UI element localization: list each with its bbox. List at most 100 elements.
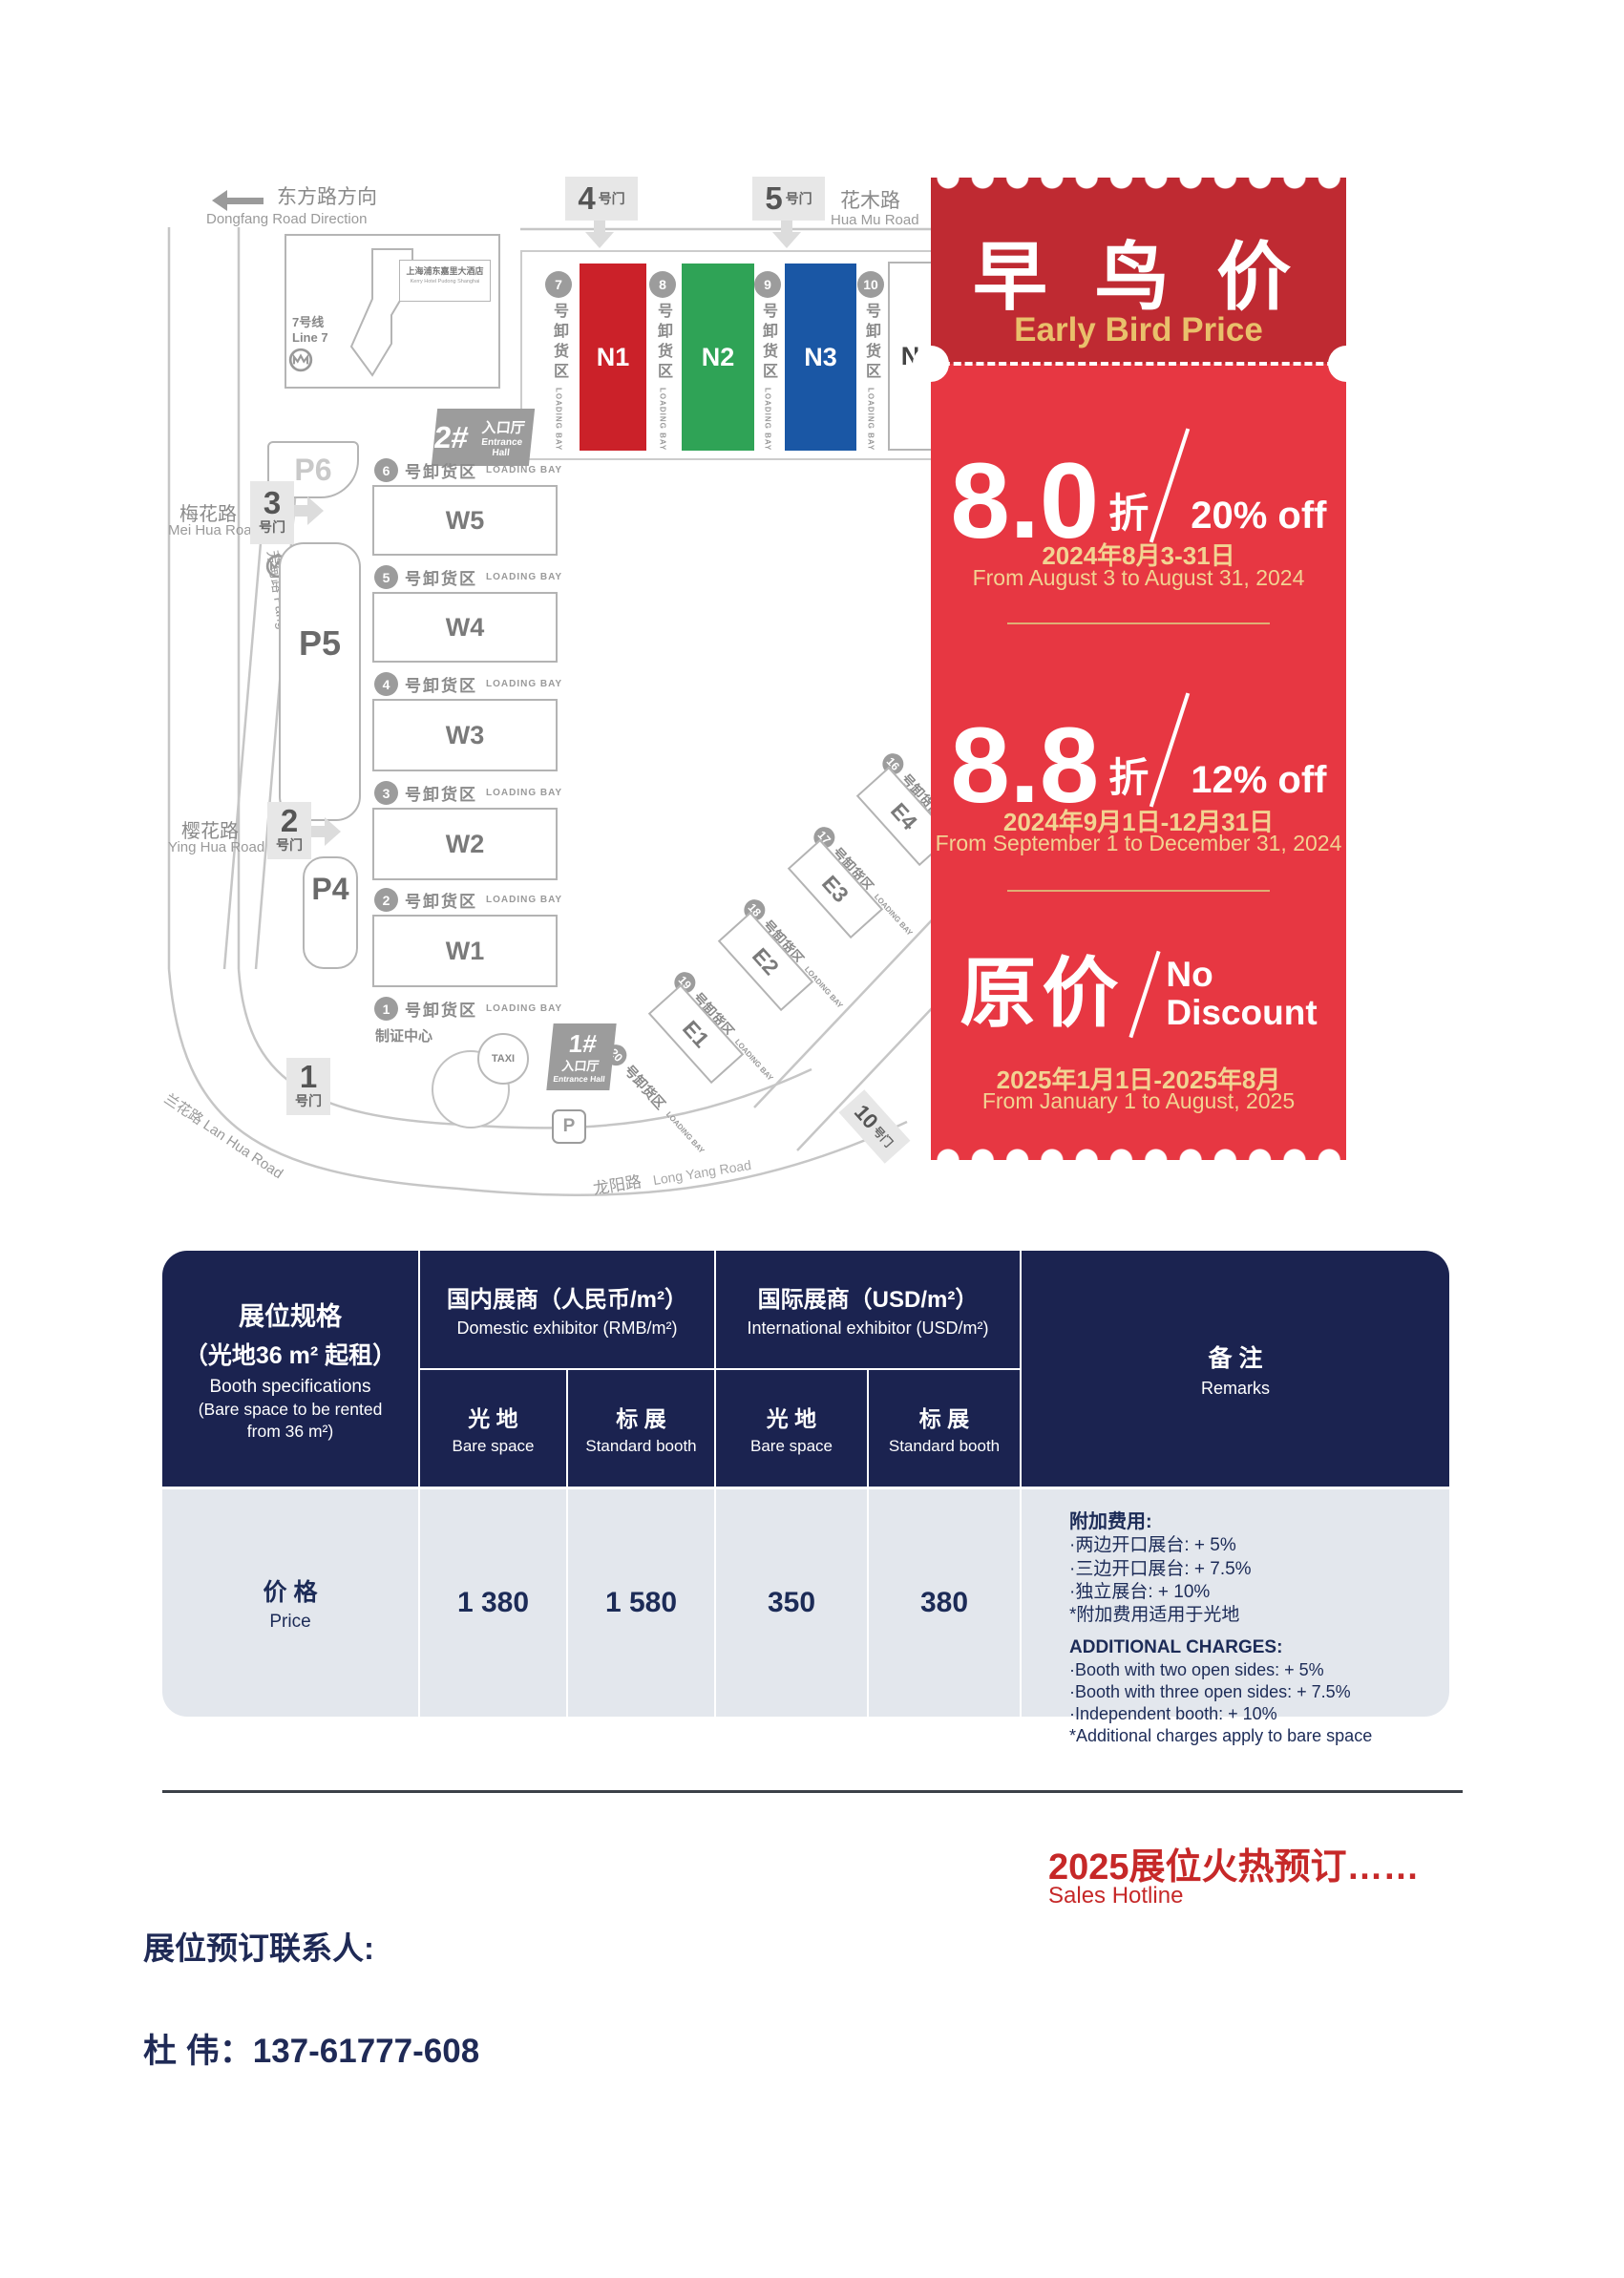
bay-7-en: LOADING BAY [554,388,563,452]
taxi-label: TAXI [491,1053,516,1065]
entrance-1-en: Entrance Hall [552,1073,606,1084]
entrance-1-num: 1# [567,1028,599,1058]
remarks-zh-1: ·两边开口展台: + 5% [1069,1535,1236,1556]
parking-p4: P4 [303,856,358,969]
tier3-off: No Discount [1166,956,1317,1032]
subheader-domestic-bare: 光 地 Bare space [420,1370,566,1487]
tier3-slash [1128,950,1161,1038]
parking-icon: P [552,1109,586,1144]
parking-p5-label: P5 [298,623,342,663]
zhizheng-center-label: 制证中心 [375,1028,433,1044]
loading-bay-2: 2 号卸货区 LOADING BAY [374,888,562,912]
intl-bare-zh: 光 地 [766,1406,817,1431]
bay-2-number: 2 [374,888,398,912]
hall-n2: N2 [682,264,754,451]
hotel-name-zh: 上海浦东嘉里大酒店 [406,266,484,276]
hall-w4: W4 [372,592,558,663]
ticket-title-zh: 早 鸟 价 [972,235,1305,319]
gate-1-num: 1 [299,1059,318,1095]
tier1-discount: 8.0 [950,441,1100,561]
hall-w5: W5 [372,485,558,556]
yinghua-road-zh: 樱花路 [181,821,239,842]
loading-bay-5: 5 号卸货区 LOADING BAY [374,565,562,589]
tier3-off-line2: Discount [1166,993,1318,1032]
bay-3-en: LOADING BAY [486,788,563,798]
gate-2-num: 2 [280,803,299,839]
gate-3-num: 3 [263,485,282,521]
gate-4: 4 号门 [565,177,638,221]
ticket-dashed-divider [931,362,1346,366]
tier2-date-zh: 2024年9月1日-12月31日 [1002,808,1275,836]
bay-8-zh: 号卸货区 [655,303,671,383]
bay-10-zh: 号卸货区 [863,303,879,383]
bay-6-zh: 号卸货区 [405,463,477,481]
hotel-building-icon [349,248,413,377]
bay-4-en: LOADING BAY [486,679,563,689]
value-intl-standard: 380 [869,1489,1020,1717]
specs-zh-1: 展位规格 [239,1302,342,1331]
subheader-intl-standard: 标 展 Standard booth [869,1370,1020,1487]
remarks-zh-3: ·独立展台: + 10% [1069,1581,1211,1602]
value-domestic-bare: 1 380 [420,1489,566,1717]
dongfang-road-zh: 东方路方向 [277,186,377,208]
bay-4-number: 4 [374,672,398,696]
remarks-en-2: ·Booth with three open sides: + 7.5% [1069,1681,1351,1701]
loading-bay-1: 1 号卸货区 LOADING BAY [374,997,562,1021]
yinghua-road-en: Ying Hua Road [168,839,265,855]
bay-3-number: 3 [374,781,398,805]
tier1-off: 20% off [1191,495,1327,537]
remarks-en-4: *Additional charges apply to bare space [1069,1725,1373,1745]
sales-hotline-label: Sales Hotline [1048,1883,1184,1909]
gate-3-suffix: 号门 [259,518,285,535]
early-bird-ticket: 早 鸟 价 Early Bird Price 8.0 折 20% off 202… [913,178,1364,1160]
loading-bay-7: 7 号卸货区 LOADING BAY [544,271,573,451]
ticket-notch-left [913,346,949,382]
ticket-body [931,364,1346,1160]
bay-10-en: LOADING BAY [866,388,875,452]
dom-bare-zh: 光 地 [468,1406,518,1431]
subheader-domestic-standard: 标 展 Standard booth [568,1370,714,1487]
gate-2: 2 号门 [267,802,311,859]
contact-label: 展位预订联系人: [143,1930,374,1966]
meihua-road-zh: 梅花路 [179,504,237,525]
intl-bare-en: Bare space [750,1437,833,1455]
taxi-circle: TAXI [477,1033,529,1085]
bay-1-zh: 号卸货区 [405,1002,477,1020]
specs-zh-2: （光地36 m² 起租） [183,1342,397,1369]
tier3-off-line1: No [1166,955,1213,995]
gate-4-suffix: 号门 [598,191,625,206]
huamu-road-en: Hua Mu Road [831,212,919,228]
gate-5: 5 号门 [752,177,825,221]
line7-zh: 7号线 [292,315,325,329]
gate-4-arrow-icon [585,221,614,248]
ticket-title-en: Early Bird Price [1014,311,1263,348]
bay-6-en: LOADING BAY [486,465,563,475]
tier2-unit: 折 [1108,755,1149,800]
hotel-name-en: Kerry Hotel Pudong Shanghai [410,279,480,285]
value-intl-bare: 350 [716,1489,867,1717]
domestic-zh: 国内展商（人民币/m²） [447,1287,687,1313]
loading-bay-10: 10 号卸货区 LOADING BAY [856,271,885,451]
hall-n3: N3 [785,264,856,451]
entrance-2-en: Entrance Hall [480,436,523,458]
meihua-road-en: Mei Hua Road [168,522,260,538]
intl-std-zh: 标 展 [918,1406,970,1431]
metro-icon [288,348,313,372]
gate-3-arrow-icon [294,496,324,525]
price-label-en: Price [269,1612,311,1632]
bay-3-zh: 号卸货区 [405,786,477,804]
bay-1-number: 1 [374,997,398,1021]
hall-w3: W3 [372,699,558,771]
gate-5-num: 5 [765,180,783,216]
parking-icon-label: P [562,1116,576,1136]
tier1-date-en: From August 3 to August 31, 2024 [972,565,1305,590]
specs-en-3: from 36 m²) [246,1422,334,1441]
entrance-1-zh: 入口厅 [560,1058,601,1073]
parking-p4-label: P4 [311,872,349,906]
intl-std-en: Standard booth [888,1437,1001,1455]
ticket-separator-2 [1007,890,1270,892]
dom-bare-en: Bare space [452,1437,535,1455]
subheader-intl-bare: 光 地 Bare space [716,1370,867,1487]
gate-2-arrow-icon [311,817,341,846]
